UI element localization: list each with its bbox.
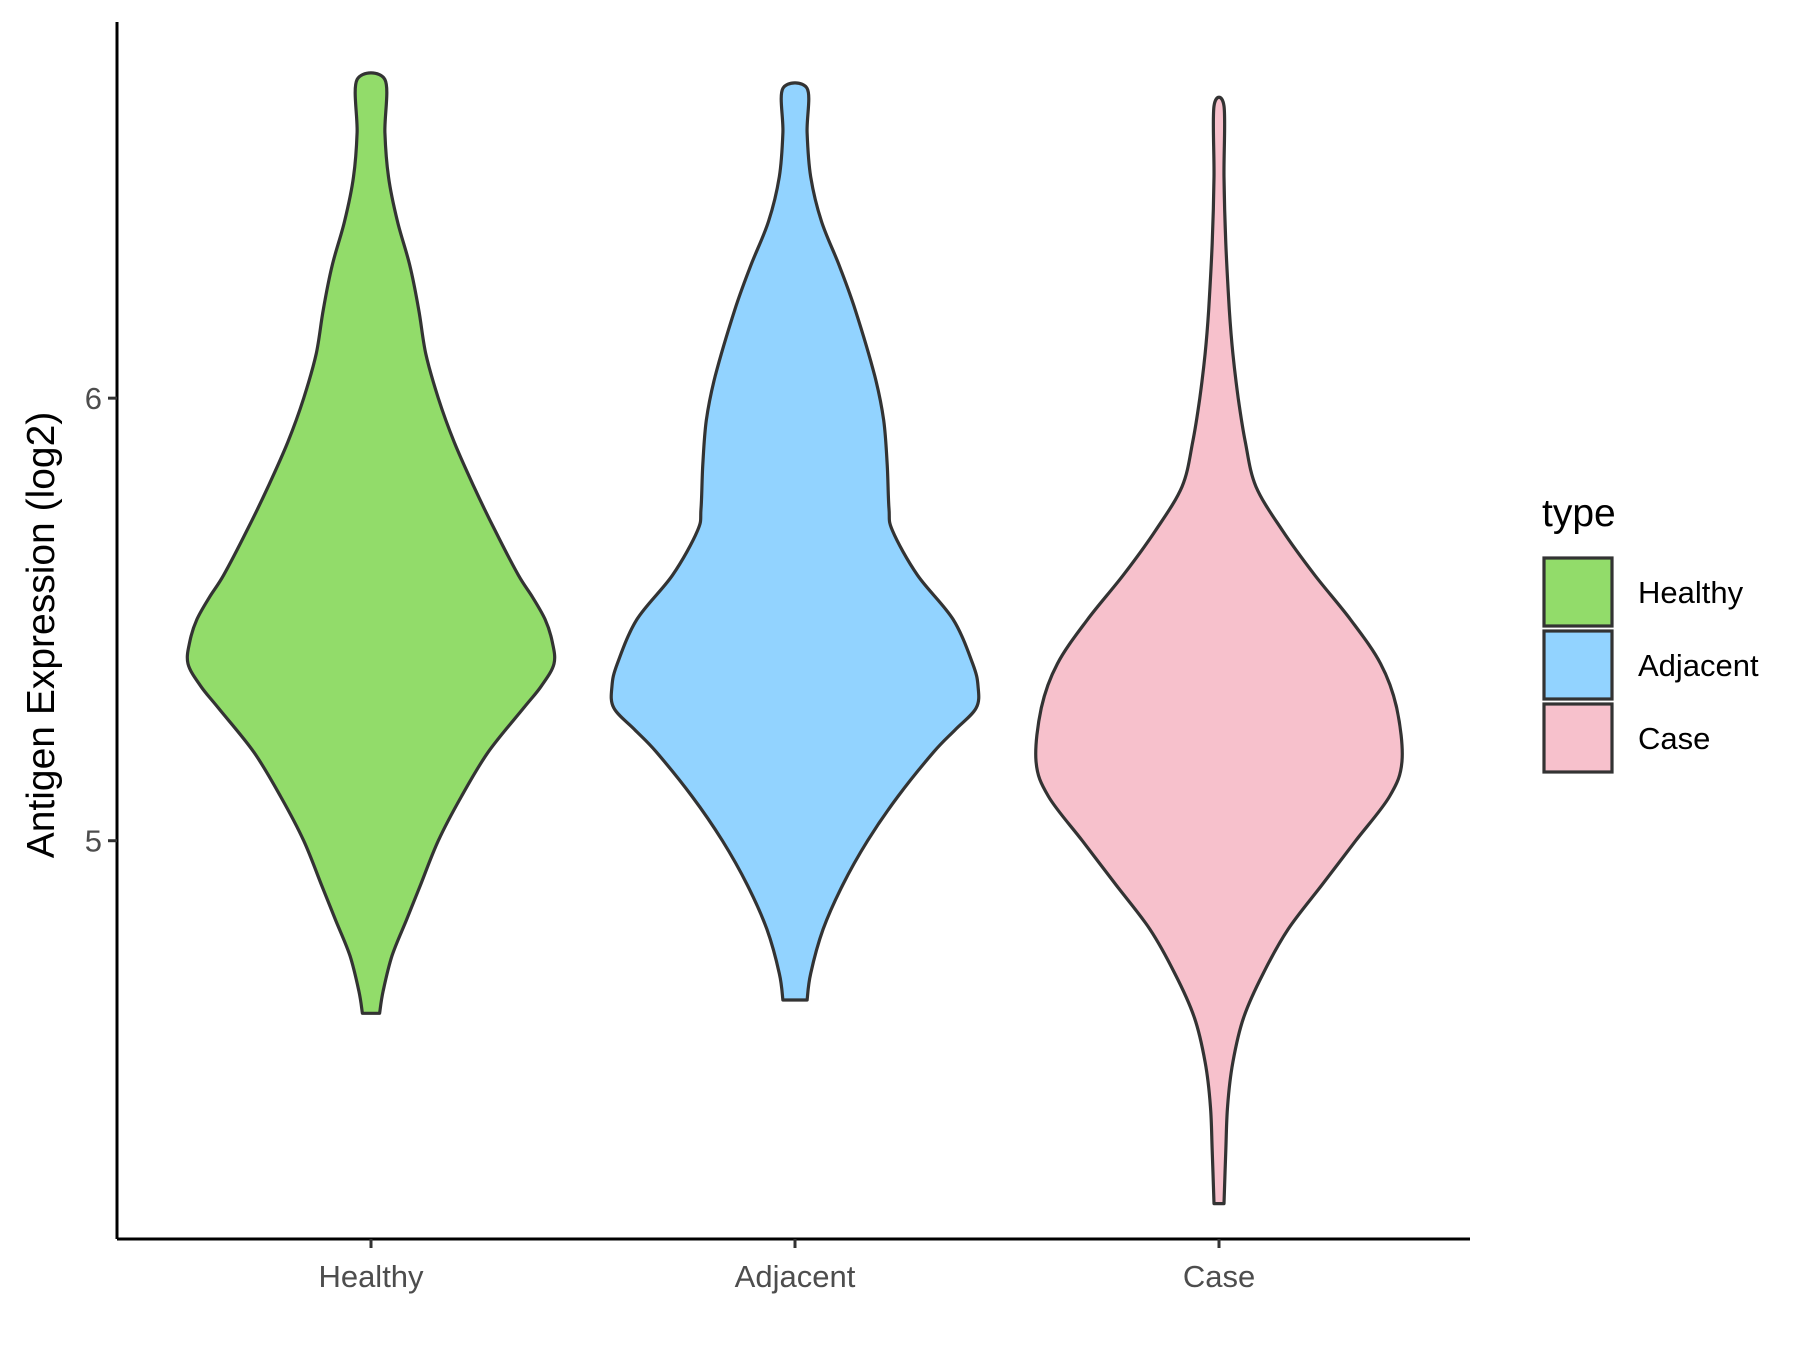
violin-adjacent <box>609 81 981 1002</box>
legend-items: Healthy Adjacent Case <box>1542 556 1759 774</box>
legend-key-case <box>1542 702 1614 774</box>
violin-group <box>185 71 1404 1206</box>
y-axis-ticks: 56 <box>85 381 117 859</box>
legend-key-healthy <box>1542 556 1614 628</box>
legend-key-adjacent <box>1542 629 1614 701</box>
x-tick-label: Adjacent <box>735 1259 856 1294</box>
legend-label-case: Case <box>1638 721 1710 756</box>
violin-healthy <box>185 71 557 1015</box>
y-axis-title: Antigen Expression (log2) <box>20 412 63 859</box>
legend-label-healthy: Healthy <box>1638 575 1744 610</box>
x-tick-label: Case <box>1183 1259 1255 1294</box>
legend-title: type <box>1542 492 1616 535</box>
x-axis-ticks: Healthy Adjacent Case <box>318 1239 1255 1294</box>
y-tick-label: 6 <box>85 381 102 416</box>
y-tick-label: 5 <box>85 824 102 859</box>
violin-case <box>1034 95 1404 1206</box>
legend: type Healthy Adjacent Case <box>1542 492 1759 774</box>
x-tick-label: Healthy <box>318 1259 424 1294</box>
legend-label-adjacent: Adjacent <box>1638 648 1759 683</box>
